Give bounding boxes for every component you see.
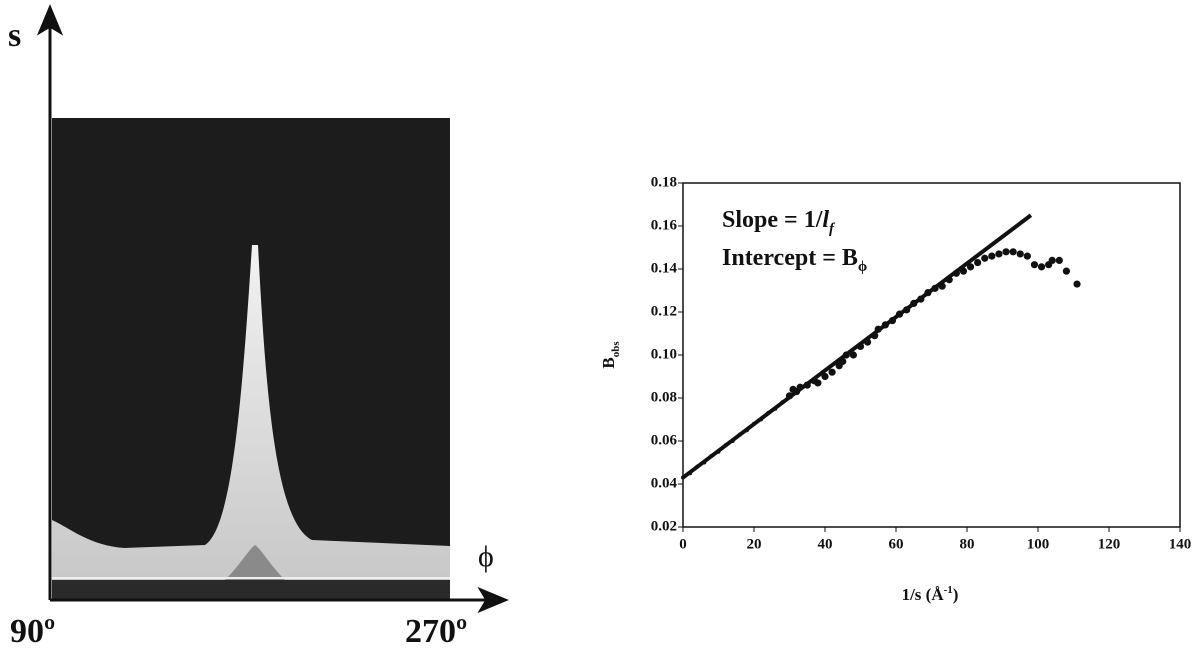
- annotation: Slope = 1/lf: [722, 207, 836, 237]
- data-point: [1062, 267, 1070, 275]
- data-point: [814, 379, 822, 387]
- x-title-end: ): [953, 585, 959, 604]
- image-axes: [36, 4, 509, 614]
- data-point: [974, 258, 982, 267]
- data-point: [842, 351, 850, 359]
- data-point: [773, 406, 778, 411]
- data-point: [688, 471, 693, 476]
- data-point: [871, 332, 879, 340]
- data-point: [702, 460, 707, 465]
- data-point: [849, 351, 858, 359]
- y-tick-label: 0.08: [651, 389, 677, 405]
- y-tick-label: 0.02: [651, 518, 677, 534]
- data-point: [1016, 250, 1024, 258]
- annotation-text: Intercept = B: [722, 245, 858, 271]
- x-tick-label: 0: [679, 536, 687, 552]
- x-tick-label: 100: [1027, 536, 1050, 552]
- data-point: [995, 250, 1003, 258]
- data-point: [1073, 280, 1081, 288]
- y-axis-title: Bobs: [599, 341, 622, 369]
- data-point: [981, 254, 989, 262]
- data-point: [828, 368, 836, 376]
- scatter-chart: 1/s (Å-1) Bobs Slope = 1/lf Intercept = …: [599, 174, 1191, 604]
- y-tick-label: 0.18: [651, 174, 677, 190]
- data-point: [945, 276, 953, 284]
- y-tick-label: 0.14: [651, 260, 678, 276]
- data-point: [737, 432, 742, 437]
- y-axis-label: s: [8, 17, 21, 54]
- annotation-sub: f: [829, 221, 836, 237]
- x-start-label: 90º: [10, 613, 55, 650]
- x-tick-label: 20: [747, 536, 762, 552]
- x-axis-label: ϕ: [478, 540, 494, 573]
- data-point: [716, 449, 721, 454]
- x-tick-label: 140: [1169, 536, 1192, 552]
- data-point: [803, 381, 811, 389]
- y-title-sub: obs: [610, 341, 622, 358]
- x-tick-label: 60: [889, 536, 904, 552]
- y-tick-label: 0.10: [651, 346, 677, 362]
- data-point: [888, 317, 897, 325]
- annotation-italic: l: [822, 207, 829, 233]
- data-point: [881, 321, 889, 329]
- y-title-text: B: [599, 357, 618, 368]
- data-point: [895, 310, 904, 318]
- data-point: [730, 439, 735, 443]
- annotation: Intercept = Bϕ: [722, 245, 867, 275]
- data-point: [723, 443, 728, 448]
- data-point: [917, 295, 925, 303]
- data-point: [1055, 256, 1063, 264]
- data-point: [988, 252, 996, 260]
- data-point: [1009, 248, 1017, 256]
- data-point: [681, 475, 685, 480]
- data-point: [709, 454, 714, 459]
- data-point: [821, 372, 829, 381]
- data-point: [1037, 263, 1046, 271]
- annotation-text: Slope = 1/: [722, 207, 823, 233]
- data-point: [744, 428, 749, 433]
- data-point: [759, 417, 764, 422]
- data-point: [796, 383, 804, 391]
- data-point: [752, 421, 756, 426]
- annotation-sub: ϕ: [858, 259, 867, 275]
- data-point: [695, 464, 700, 469]
- x-end-label: 270º: [405, 613, 467, 650]
- data-point: [766, 411, 771, 416]
- data-point: [1023, 252, 1031, 260]
- data-point: [874, 325, 882, 333]
- x-tick-label: 40: [818, 536, 833, 552]
- x-tick-label: 80: [960, 536, 975, 552]
- data-point: [856, 342, 865, 350]
- y-tick-label: 0.06: [651, 432, 678, 448]
- data-point: [785, 392, 794, 400]
- y-tick-label: 0.04: [651, 475, 678, 491]
- data-point: [864, 338, 872, 346]
- data-point: [1030, 261, 1039, 269]
- x-axis-title: 1/s (Å-1): [902, 584, 959, 604]
- data-point: [839, 357, 847, 366]
- data-point: [938, 282, 946, 290]
- x-title-sup: -1: [944, 584, 953, 596]
- x-title-text: 1/s (Å: [902, 585, 945, 604]
- plot-frame: [682, 182, 1181, 528]
- data-point: [959, 267, 968, 275]
- data-point: [924, 289, 932, 297]
- data-point: [910, 299, 918, 307]
- data-point: [966, 263, 975, 271]
- data-point: [952, 269, 960, 277]
- data-point: [780, 400, 785, 405]
- data-point: [1048, 256, 1056, 264]
- data-point: [931, 284, 939, 292]
- diffraction-image: [52, 118, 450, 600]
- y-tick-label: 0.12: [651, 303, 677, 319]
- data-point: [1002, 248, 1010, 256]
- y-tick-label: 0.16: [651, 217, 678, 233]
- data-point: [903, 306, 911, 314]
- x-tick-label: 120: [1098, 536, 1121, 552]
